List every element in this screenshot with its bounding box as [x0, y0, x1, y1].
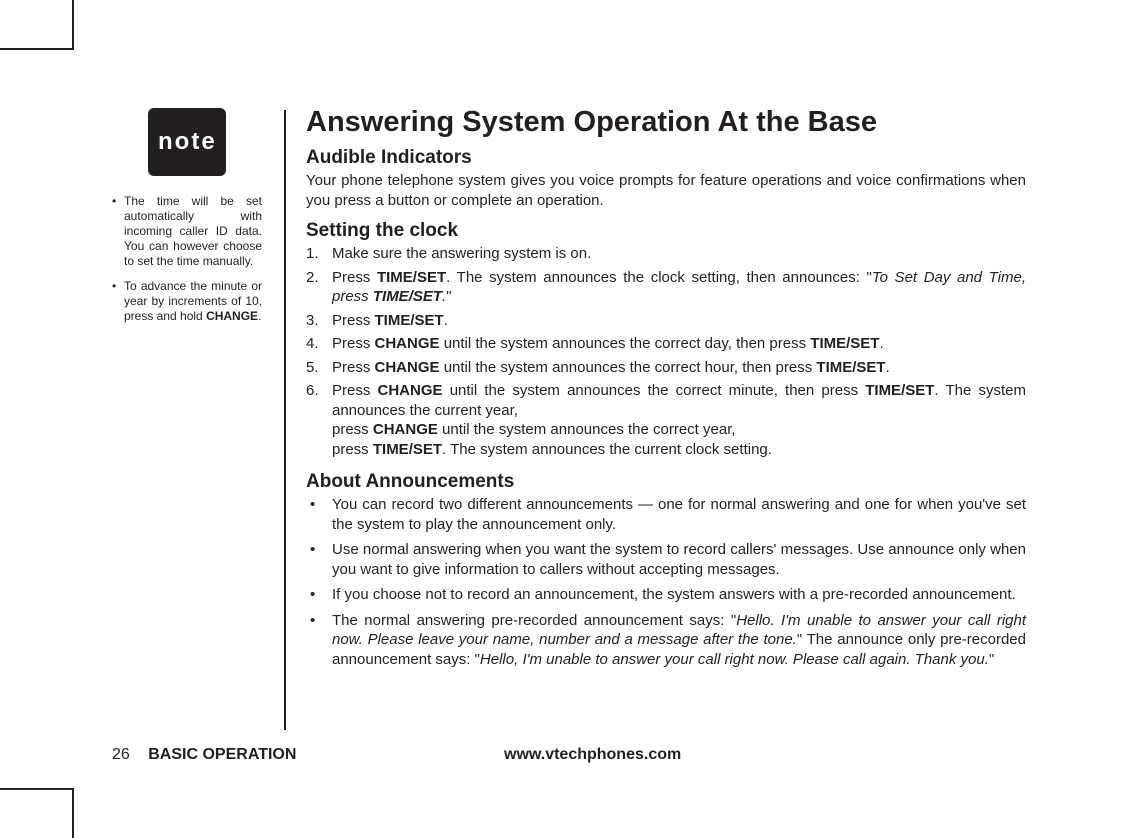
- clock-steps: 1.Make sure the answering system is on. …: [306, 244, 1026, 459]
- page-footer: 26 BASIC OPERATION www.vtechphones.com: [112, 746, 1032, 764]
- section-heading-clock: Setting the clock: [306, 220, 1026, 242]
- page-content: note The time will be set automatically …: [72, 48, 1072, 790]
- crop-mark: [0, 788, 74, 790]
- vertical-divider: [284, 110, 286, 730]
- page-number: 26: [112, 746, 130, 764]
- step-item: 3.Press TIME/SET.: [332, 311, 1026, 331]
- bullet-item: Use normal answering when you want the s…: [332, 540, 1026, 579]
- announcement-bullets: You can record two different announcemen…: [306, 495, 1026, 669]
- note-badge: note: [148, 108, 226, 176]
- footer-url: www.vtechphones.com: [504, 746, 681, 764]
- step-item: 2.Press TIME/SET. The system announces t…: [332, 268, 1026, 307]
- step-item: 1.Make sure the answering system is on.: [332, 244, 1026, 264]
- step-item: 4.Press CHANGE until the system announce…: [332, 334, 1026, 354]
- audible-text: Your phone telephone system gives you vo…: [306, 171, 1026, 210]
- note-item: The time will be set automatically with …: [112, 194, 262, 269]
- note-list: The time will be set automatically with …: [112, 194, 262, 324]
- crop-mark: [0, 48, 74, 50]
- bullet-item: You can record two different announcemen…: [332, 495, 1026, 534]
- footer-section-label: BASIC OPERATION: [148, 746, 296, 764]
- step-item: 6.Press CHANGE until the system announce…: [332, 381, 1026, 459]
- bullet-item: If you choose not to record an announcem…: [332, 585, 1026, 605]
- section-heading-announcements: About Announcements: [306, 471, 1026, 493]
- crop-mark: [72, 788, 74, 838]
- note-sidebar: note The time will be set automatically …: [112, 108, 262, 334]
- section-heading-audible: Audible Indicators: [306, 147, 1026, 169]
- note-item: To advance the minute or year by increme…: [112, 279, 262, 324]
- step-item: 5.Press CHANGE until the system announce…: [332, 358, 1026, 378]
- bullet-item: The normal answering pre-recorded announ…: [332, 611, 1026, 670]
- main-content: Answering System Operation At the Base A…: [306, 106, 1026, 675]
- page-title: Answering System Operation At the Base: [306, 106, 1026, 139]
- crop-mark: [72, 0, 74, 50]
